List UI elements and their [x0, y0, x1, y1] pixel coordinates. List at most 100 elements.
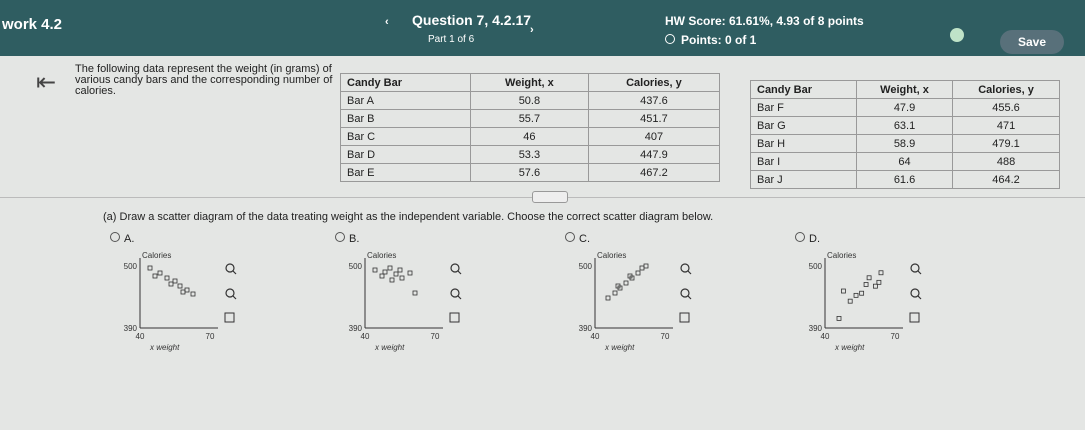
point-glyph: [407, 270, 413, 276]
zoom-icon[interactable]: [680, 263, 692, 275]
zoom-lens: [225, 288, 235, 298]
table-row: Bar G 63.1 471: [750, 116, 1060, 135]
zoom-lens: [680, 288, 690, 298]
zoom-handle: [687, 295, 692, 300]
column-header: Candy Bar: [340, 73, 471, 92]
x-min-label: 40: [361, 332, 370, 341]
table-row: Bar D 53.3 447.9: [340, 145, 721, 164]
point-glyph: [382, 269, 388, 275]
header-row: Candy Bar Weight, x Calories, y: [340, 73, 721, 92]
point-glyph: [172, 278, 178, 284]
radio: [110, 232, 120, 242]
table-cell: Bar I: [750, 152, 857, 171]
zoom-lens: [450, 263, 460, 273]
y-axis-label: Calories: [142, 251, 171, 260]
expand-handle[interactable]: [532, 191, 568, 203]
zoom-handle: [457, 295, 462, 300]
data-point: [866, 275, 872, 281]
expand-icon[interactable]: [679, 312, 690, 323]
y-axis-label: Calories: [367, 251, 396, 260]
table-row: Bar I 64 488: [750, 152, 1060, 171]
option[interactable]: B. Calories 500 390 40 70 x weight: [330, 232, 510, 382]
data-table: Candy Bar Weight, x Calories, y Bar A 50.8 43…: [340, 73, 721, 182]
zoom-icon[interactable]: [225, 288, 237, 300]
zoom-lens: [910, 288, 920, 298]
table-cell: 437.6: [587, 91, 721, 110]
hw-score: HW Score: 61.61%, 4.93 of 8 points: [665, 14, 864, 28]
x-axis-label: x weight: [149, 343, 180, 352]
data-point: [836, 316, 842, 321]
option[interactable]: D. Calories 500 390 40 70 x weight: [790, 232, 970, 382]
settings-icon[interactable]: [950, 28, 964, 42]
zoom-handle: [232, 295, 237, 300]
table-cell: 451.7: [587, 109, 721, 128]
table-cell: Bar E: [340, 163, 471, 182]
zoom-icon[interactable]: [910, 288, 922, 300]
expand-icon[interactable]: [909, 312, 920, 323]
radio: [335, 232, 345, 242]
expand-icon[interactable]: [449, 312, 460, 323]
x-min-label: 40: [821, 332, 830, 341]
zoom-handle: [687, 270, 692, 275]
data-point: [859, 290, 865, 296]
y-min-label: 390: [579, 324, 593, 333]
data-point: [878, 270, 884, 276]
table-cell: 447.9: [587, 145, 721, 164]
option-label: B.: [335, 232, 359, 245]
zoom-icon[interactable]: [680, 288, 692, 300]
point-glyph: [157, 270, 163, 276]
table-cell: 464.2: [952, 170, 1060, 189]
table-cell: Bar A: [340, 91, 471, 110]
table-cell: 455.6: [952, 98, 1060, 117]
y-axis-label: Calories: [597, 251, 626, 260]
point-glyph: [639, 265, 645, 271]
y-min-label: 390: [349, 324, 363, 333]
option[interactable]: A. Calories 500 390 40 70 x weight: [105, 232, 285, 382]
zoom-lens: [225, 263, 235, 273]
point-glyph: [387, 265, 393, 271]
point-glyph: [615, 283, 621, 289]
column-header: Calories, y: [952, 80, 1060, 99]
option[interactable]: C. Calories 500 390 40 70 x weight: [560, 232, 740, 382]
table-cell: 61.6: [855, 170, 954, 189]
zoom-icon[interactable]: [225, 263, 237, 275]
back-arrow[interactable]: ⇤: [36, 69, 57, 96]
save-button[interactable]: Save: [1000, 30, 1064, 54]
radio: [565, 232, 575, 242]
table-cell: 479.1: [952, 134, 1060, 153]
data-point: [853, 292, 859, 298]
x-max-label: 70: [661, 332, 670, 341]
point-glyph: [389, 277, 395, 283]
x-axis-label: x weight: [834, 343, 865, 352]
x-min-label: 40: [591, 332, 600, 341]
point-glyph: [190, 291, 196, 297]
next-button[interactable]: ›: [530, 24, 534, 36]
zoom-handle: [917, 270, 922, 275]
x-min-label: 40: [136, 332, 145, 341]
option-letter: B.: [349, 233, 360, 245]
y-axis-label: Calories: [827, 251, 856, 260]
x-max-label: 70: [431, 332, 440, 341]
point-glyph: [177, 283, 183, 289]
zoom-icon[interactable]: [910, 263, 922, 275]
header-bar: work 4.2 ‹ Question 7, 4.2.17 Part 1 of …: [0, 0, 1085, 56]
zoom-lens: [450, 288, 460, 298]
y-max-label: 500: [809, 262, 823, 271]
table-cell: Bar J: [750, 170, 857, 189]
data-point: [863, 282, 869, 287]
prev-button[interactable]: ‹: [385, 16, 389, 28]
column-header: Weight, x: [469, 73, 589, 92]
expand-icon[interactable]: [224, 312, 235, 323]
table-cell: 57.6: [469, 163, 589, 182]
zoom-icon[interactable]: [450, 288, 462, 300]
data-point: [847, 298, 853, 304]
zoom-icon[interactable]: [450, 263, 462, 275]
table-cell: 53.3: [469, 145, 589, 164]
point-glyph: [605, 295, 611, 301]
part-label: Part 1 of 6: [428, 34, 475, 45]
zoom-handle: [917, 295, 922, 300]
table-cell: 488: [952, 152, 1060, 171]
